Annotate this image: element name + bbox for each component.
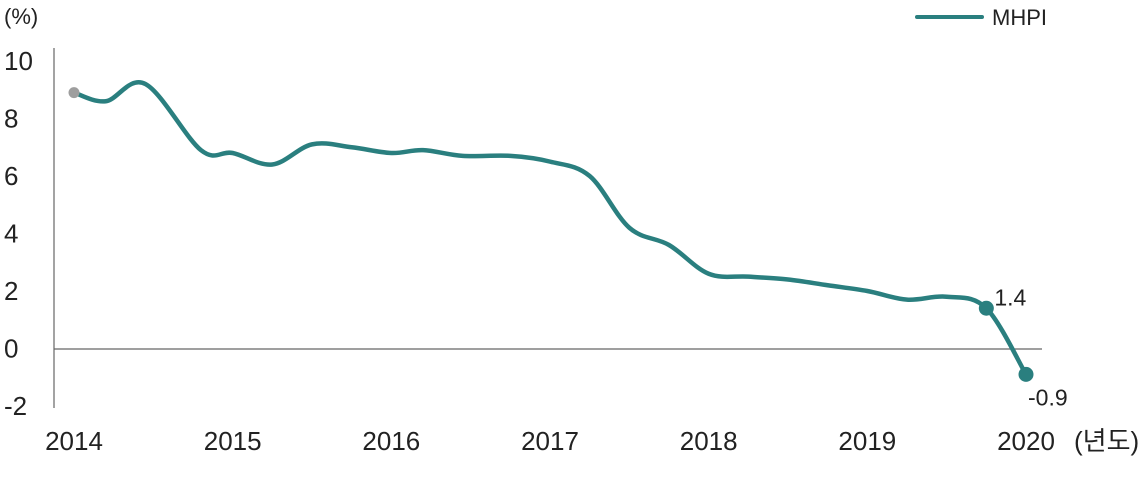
- data-label: 1.4: [994, 284, 1026, 310]
- start-point-marker: [68, 87, 80, 99]
- x-tick-label: 2015: [204, 426, 262, 456]
- highlight-point-marker: [1018, 366, 1034, 382]
- y-tick-label: 10: [4, 46, 33, 76]
- y-tick-labels: 10 8 6 4 2 0 -2: [4, 46, 33, 421]
- x-tick-label: 2017: [521, 426, 579, 456]
- y-tick-label: 8: [4, 104, 18, 134]
- series-line-mhpi: [71, 80, 1029, 377]
- x-tick-labels: 2014 2015 2016 2017 2018 2019 2020: [45, 426, 1055, 456]
- y-unit-label: (%): [4, 4, 38, 29]
- y-tick-label: 2: [4, 276, 18, 306]
- y-tick-label: 4: [4, 219, 18, 249]
- data-labels: 1.4 -0.9: [994, 284, 1067, 410]
- y-tick-label: -2: [4, 391, 27, 421]
- data-label: -0.9: [1028, 384, 1068, 410]
- x-unit-label: (년도): [1074, 426, 1139, 456]
- x-tick-label: 2020: [997, 426, 1055, 456]
- x-tick-label: 2019: [838, 426, 896, 456]
- x-tick-label: 2018: [680, 426, 738, 456]
- highlight-point-marker: [978, 300, 994, 316]
- y-tick-label: 0: [4, 334, 18, 364]
- y-tick-label: 6: [4, 161, 18, 191]
- x-tick-label: 2016: [362, 426, 420, 456]
- legend: MHPI: [915, 5, 1047, 30]
- x-tick-label: 2014: [45, 426, 103, 456]
- data-markers: [68, 87, 1034, 382]
- legend-label: MHPI: [992, 5, 1047, 30]
